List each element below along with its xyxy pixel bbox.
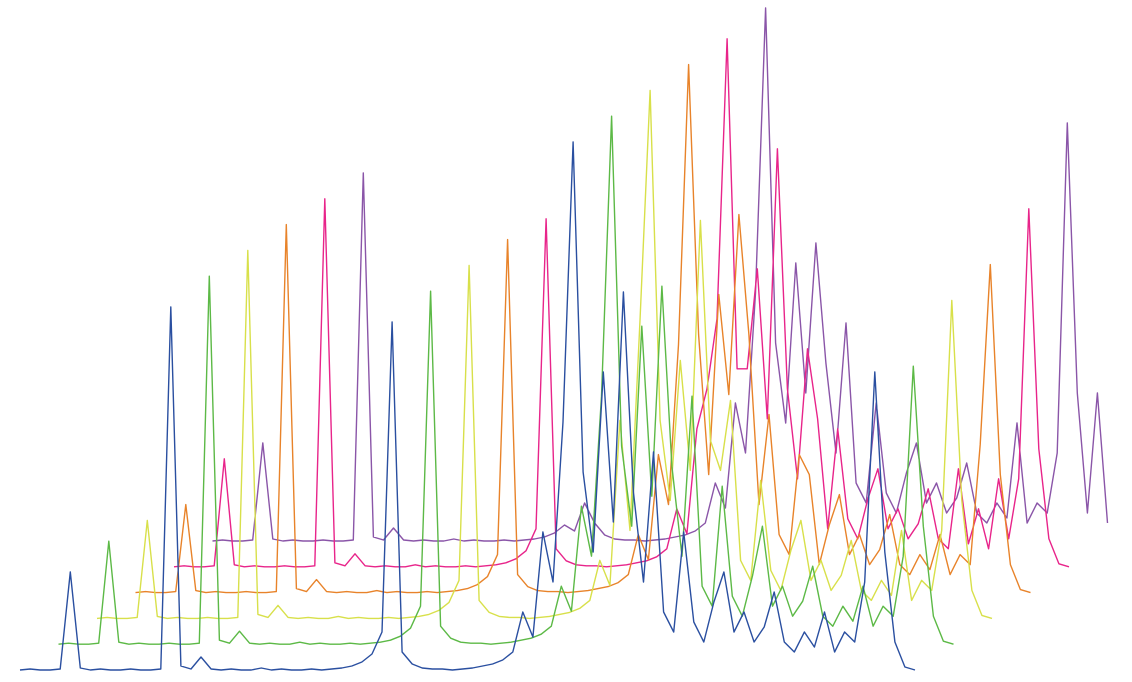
spectrum-line [212,7,1109,542]
spectrum-line [96,89,993,620]
spectrum-line [19,141,916,671]
spectrum-line [173,38,1070,568]
spectrum-line [58,115,954,645]
spectrum-line [135,63,1031,594]
